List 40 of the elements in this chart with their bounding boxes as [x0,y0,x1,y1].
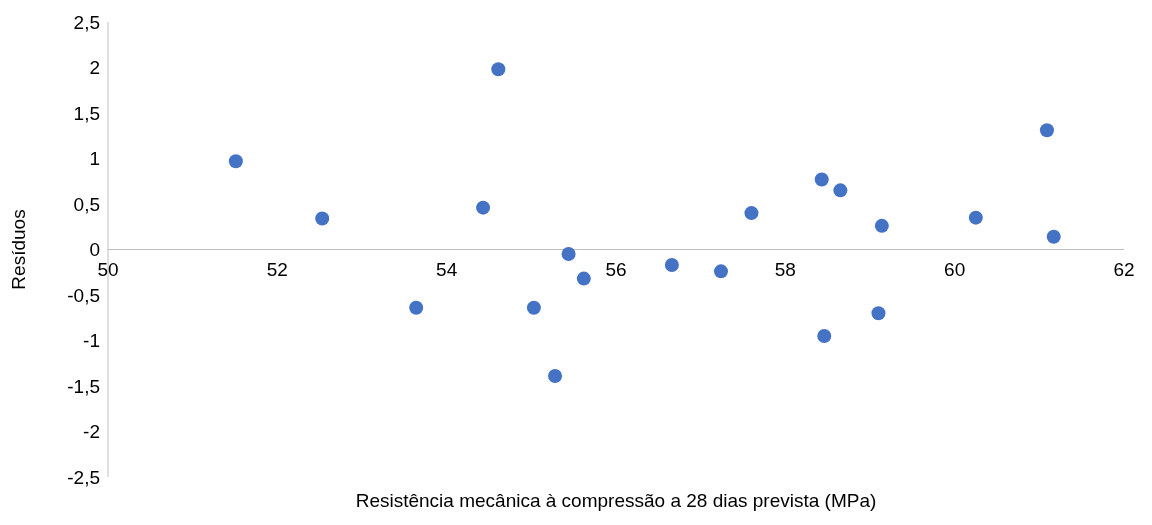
x-tick-label: 54 [436,258,458,280]
y-tick-label: 2 [89,57,100,79]
point [548,368,563,383]
y-tick-label: 0 [89,239,100,261]
x-tick-label: 56 [605,258,627,280]
point [476,200,491,215]
x-tick-label: 58 [774,258,796,280]
x-tick-label: 52 [266,258,288,280]
y-tick-label: -0,5 [67,284,100,306]
point [561,247,576,262]
point [664,257,679,272]
y-tick-label: -2,5 [67,466,100,488]
x-tick-label: 50 [97,258,119,280]
point [874,218,889,233]
point [833,183,848,198]
point [713,264,728,279]
point [409,300,424,315]
point [814,172,829,187]
y-tick-label: 0,5 [73,193,100,215]
point [228,154,243,169]
point [744,206,759,221]
y-tick-label: -2 [83,421,100,443]
y-tick-label: 2,5 [73,11,100,33]
point [871,306,886,321]
point [1046,229,1061,244]
point [491,62,506,77]
x-axis-title: Resistência mecânica à compressão a 28 dias prevista (MPa) [355,490,877,511]
y-tick-label: 1,5 [73,102,100,124]
x-tick-label: 62 [1113,258,1135,280]
point [968,210,983,225]
point [576,271,591,286]
y-tick-label: 1 [89,148,100,170]
point [1039,123,1054,138]
point [817,328,832,343]
x-tick-label: 60 [944,258,966,280]
y-tick-label: -1 [83,330,100,352]
point [526,300,541,315]
point [315,211,330,226]
y-tick-label: -1,5 [67,375,100,397]
y-axis-title: Resíduos [7,209,29,290]
